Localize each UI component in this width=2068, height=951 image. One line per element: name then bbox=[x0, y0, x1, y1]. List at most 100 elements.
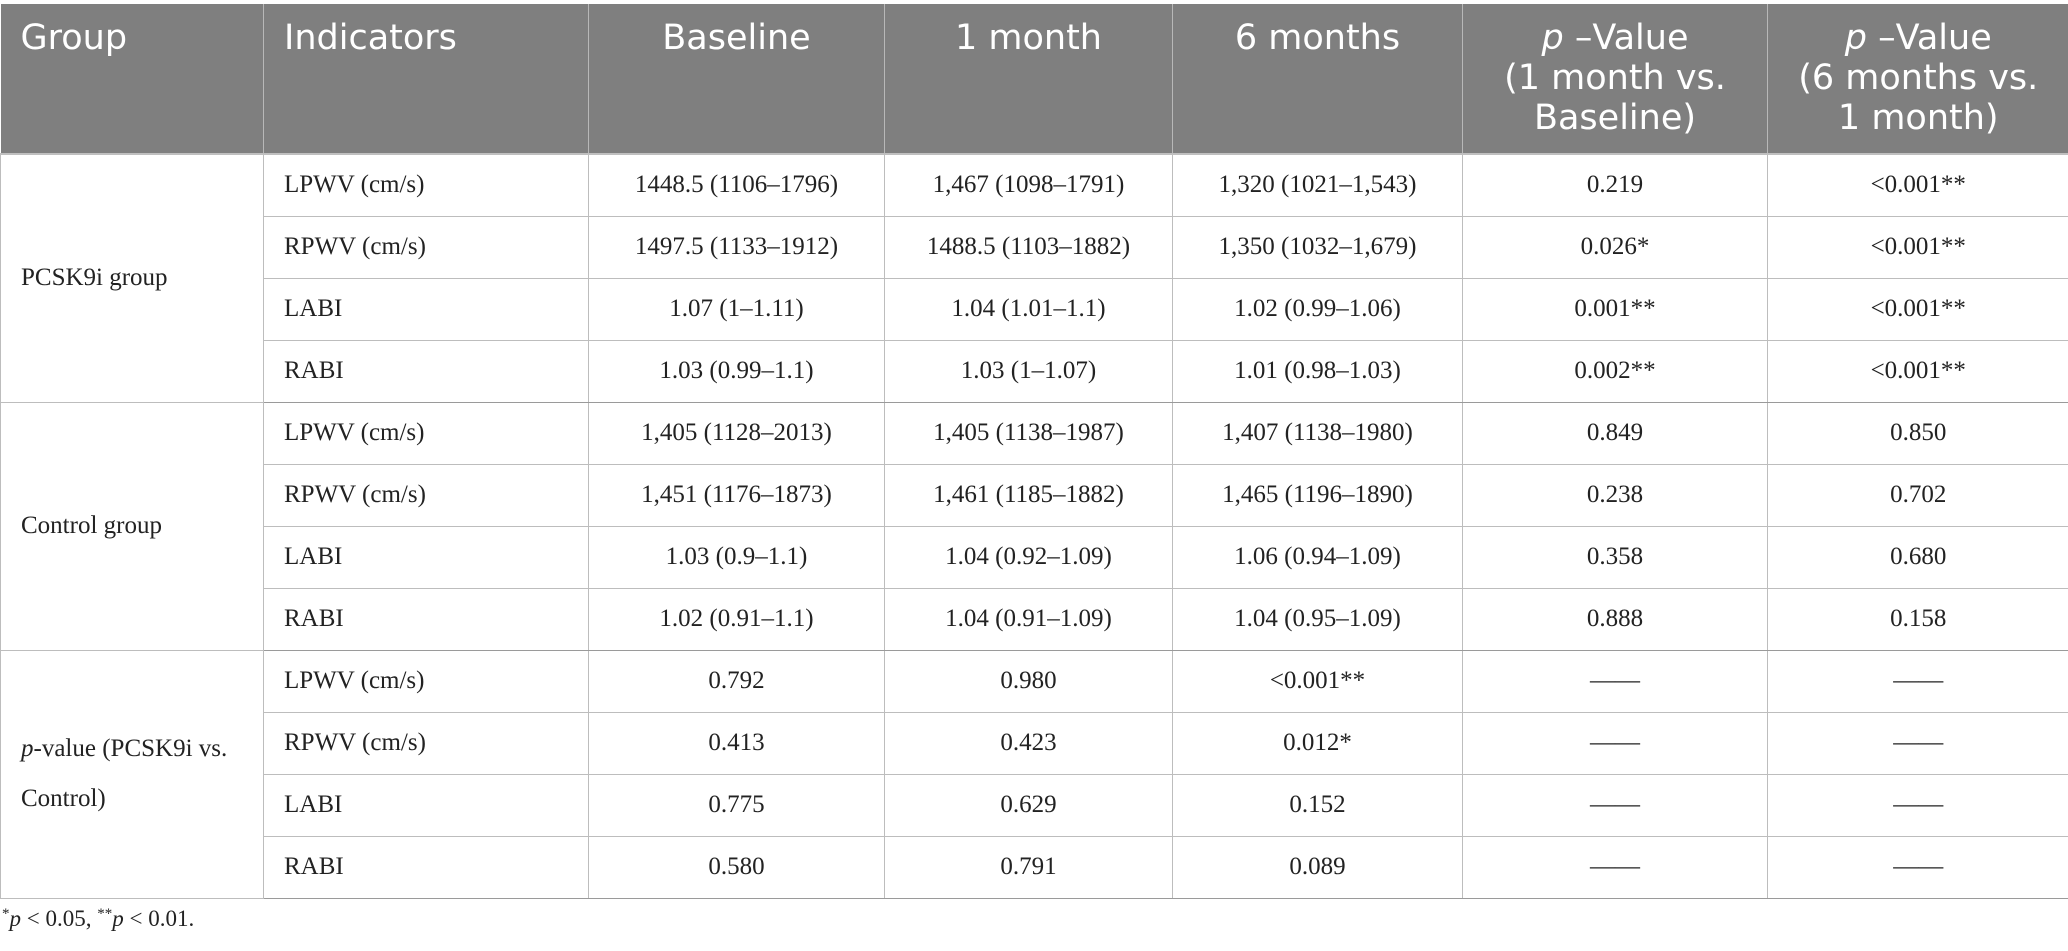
p2-cell: —— bbox=[1767, 774, 2068, 837]
p-symbol: p bbox=[1541, 18, 1564, 58]
month1-cell: 1,461 (1185–1882) bbox=[884, 464, 1173, 527]
indicator-cell: LPWV (cm/s) bbox=[263, 402, 589, 465]
month1-cell: 1.03 (1–1.07) bbox=[884, 340, 1173, 403]
indicator-cell: LPWV (cm/s) bbox=[263, 650, 589, 713]
baseline-cell: 1.02 (0.91–1.1) bbox=[588, 588, 885, 651]
month6-cell: 0.152 bbox=[1172, 774, 1463, 837]
month1-cell: 0.629 bbox=[884, 774, 1173, 837]
p2-cell: <0.001** bbox=[1767, 154, 2068, 217]
header-baseline: Baseline bbox=[588, 4, 885, 155]
table-row: LABI 1.07 (1–1.11) 1.04 (1.01–1.1) 1.02 … bbox=[1, 278, 2068, 341]
p1-cell: 0.238 bbox=[1462, 464, 1768, 527]
baseline-cell: 1.03 (0.9–1.1) bbox=[588, 526, 885, 589]
baseline-cell: 0.792 bbox=[588, 650, 885, 713]
month6-cell: 1,465 (1196–1890) bbox=[1172, 464, 1463, 527]
table-row: p-value (PCSK9i vs. Control) LPWV (cm/s)… bbox=[0, 650, 2068, 899]
p2-cell: <0.001** bbox=[1767, 216, 2068, 279]
month1-cell: 1.04 (0.91–1.09) bbox=[884, 588, 1173, 651]
p2-cell: 0.680 bbox=[1767, 526, 2068, 589]
p1-cell: —— bbox=[1462, 836, 1768, 899]
header-p2-line2: (6 months vs. bbox=[1798, 58, 2039, 98]
baseline-cell: 0.580 bbox=[588, 836, 885, 899]
month6-cell: 1,350 (1032–1,679) bbox=[1172, 216, 1463, 279]
table-row: RABI 0.580 0.791 0.089 —— —— bbox=[1, 836, 2068, 899]
indicator-cell: LABI bbox=[263, 278, 589, 341]
indicator-cell: RABI bbox=[263, 588, 589, 651]
baseline-cell: 1.07 (1–1.11) bbox=[588, 278, 885, 341]
month6-cell: 0.089 bbox=[1172, 836, 1463, 899]
header-p-value-6m-vs-1m: p –Value (6 months vs. 1 month) bbox=[1767, 4, 2068, 155]
footnote-star: * bbox=[2, 906, 10, 922]
month6-cell: 1.04 (0.95–1.09) bbox=[1172, 588, 1463, 651]
indicator-cell: RABI bbox=[263, 340, 589, 403]
month6-cell: 0.012* bbox=[1172, 712, 1463, 775]
p1-cell: 0.002** bbox=[1462, 340, 1768, 403]
month1-cell: 0.980 bbox=[884, 650, 1173, 713]
indicator-cell: RPWV (cm/s) bbox=[263, 712, 589, 775]
footnote-p: p bbox=[112, 906, 124, 931]
indicator-cell: RPWV (cm/s) bbox=[263, 464, 589, 527]
group-label-control: Control group bbox=[0, 402, 264, 651]
table-body: PCSK9i group LPWV (cm/s) 1448.5 (1106–17… bbox=[0, 154, 2068, 899]
table-row: Control group LPWV (cm/s) 1,405 (1128–20… bbox=[0, 402, 2068, 651]
baseline-cell: 1.03 (0.99–1.1) bbox=[588, 340, 885, 403]
month6-cell: <0.001** bbox=[1172, 650, 1463, 713]
baseline-cell: 1,451 (1176–1873) bbox=[588, 464, 885, 527]
p1-cell: —— bbox=[1462, 774, 1768, 837]
month6-cell: 1.01 (0.98–1.03) bbox=[1172, 340, 1463, 403]
header-indicators: Indicators bbox=[263, 4, 589, 155]
baseline-cell: 1,405 (1128–2013) bbox=[588, 402, 885, 465]
footnote-p: p bbox=[9, 906, 22, 931]
header-p2-line1: –Value bbox=[1866, 18, 1992, 58]
p2-cell: <0.001** bbox=[1767, 340, 2068, 403]
p-symbol: p bbox=[1844, 18, 1867, 58]
baseline-cell: 1497.5 (1133–1912) bbox=[588, 216, 885, 279]
header-p-value-1m-vs-baseline: p –Value (1 month vs. Baseline) bbox=[1462, 4, 1768, 155]
p2-cell: 0.158 bbox=[1767, 588, 2068, 651]
month1-cell: 1.04 (0.92–1.09) bbox=[884, 526, 1173, 589]
month6-cell: 1,407 (1138–1980) bbox=[1172, 402, 1463, 465]
table-row: LABI 0.775 0.629 0.152 —— —— bbox=[1, 774, 2068, 837]
indicator-cell: RPWV (cm/s) bbox=[263, 216, 589, 279]
table-header: Group Indicators Baseline 1 month 6 mont… bbox=[0, 4, 2068, 155]
group-label-p-value: p-value (PCSK9i vs. Control) bbox=[0, 650, 264, 899]
month1-cell: 0.423 bbox=[884, 712, 1173, 775]
header-p1-line3: Baseline) bbox=[1533, 98, 1697, 138]
header-1-month: 1 month bbox=[884, 4, 1173, 155]
header-p1-line2: (1 month vs. bbox=[1504, 58, 1726, 98]
results-table: Group Indicators Baseline 1 month 6 mont… bbox=[0, 4, 2068, 899]
p1-cell: 0.849 bbox=[1462, 402, 1768, 465]
p1-cell: 0.219 bbox=[1462, 154, 1768, 217]
table-row: RABI 1.03 (0.99–1.1) 1.03 (1–1.07) 1.01 … bbox=[1, 340, 2068, 403]
p1-cell: 0.358 bbox=[1462, 526, 1768, 589]
p2-cell: <0.001** bbox=[1767, 278, 2068, 341]
p1-cell: 0.888 bbox=[1462, 588, 1768, 651]
table-row: RABI 1.02 (0.91–1.1) 1.04 (0.91–1.09) 1.… bbox=[1, 588, 2068, 651]
group-label-p-value-text: -value (PCSK9i vs. Control) bbox=[21, 735, 228, 812]
p1-cell: 0.001** bbox=[1462, 278, 1768, 341]
footnote-text: < 0.01. bbox=[123, 906, 195, 931]
month1-cell: 1.04 (1.01–1.1) bbox=[884, 278, 1173, 341]
baseline-cell: 1448.5 (1106–1796) bbox=[588, 154, 885, 217]
header-group: Group bbox=[0, 4, 264, 155]
p2-cell: —— bbox=[1767, 712, 2068, 775]
month1-cell: 0.791 bbox=[884, 836, 1173, 899]
table-row: RPWV (cm/s) 0.413 0.423 0.012* —— —— bbox=[1, 712, 2068, 775]
table-row: RPWV (cm/s) 1497.5 (1133–1912) 1488.5 (1… bbox=[1, 216, 2068, 279]
header-6-months: 6 months bbox=[1172, 4, 1463, 155]
p-symbol: p bbox=[21, 735, 34, 762]
p1-cell: —— bbox=[1462, 650, 1768, 713]
header-p2-line3: 1 month) bbox=[1837, 98, 1999, 138]
p2-cell: —— bbox=[1767, 650, 2068, 713]
indicator-cell: LABI bbox=[263, 774, 589, 837]
table-row: PCSK9i group LPWV (cm/s) 1448.5 (1106–17… bbox=[0, 154, 2068, 403]
table-row: RPWV (cm/s) 1,451 (1176–1873) 1,461 (118… bbox=[1, 464, 2068, 527]
month6-cell: 1,320 (1021–1,543) bbox=[1172, 154, 1463, 217]
footnote-text: < 0.05, bbox=[21, 906, 98, 931]
footnote-star: ** bbox=[97, 906, 113, 922]
p1-cell: —— bbox=[1462, 712, 1768, 775]
p1-cell: 0.026* bbox=[1462, 216, 1768, 279]
p2-cell: 0.702 bbox=[1767, 464, 2068, 527]
table-row: LABI 1.03 (0.9–1.1) 1.04 (0.92–1.09) 1.0… bbox=[1, 526, 2068, 589]
header-p1-line1: –Value bbox=[1563, 18, 1689, 58]
